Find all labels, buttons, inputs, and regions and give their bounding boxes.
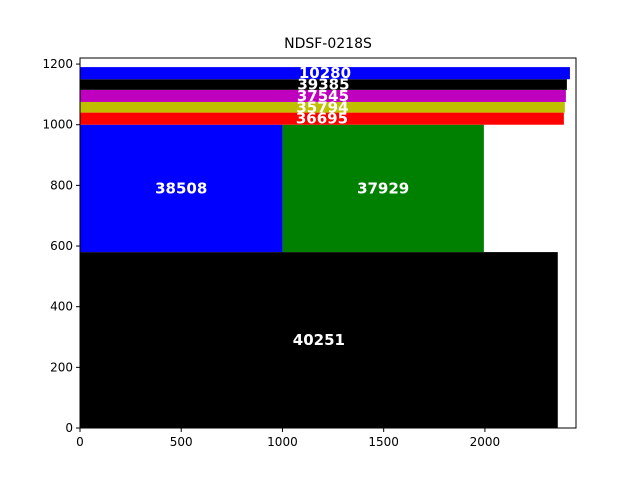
- rect-10280: [80, 67, 570, 80]
- rect-35794: [80, 101, 565, 113]
- data-label-40251: 40251: [293, 331, 345, 349]
- data-label-36695: 36695: [296, 110, 348, 128]
- data-label-35794: 35794: [296, 98, 348, 116]
- rect-39385: [80, 79, 567, 90]
- y-tick-label: 1000: [42, 118, 73, 132]
- x-tick-label: 0: [76, 435, 84, 449]
- rect-38508: [80, 124, 283, 253]
- rect-37545: [80, 89, 566, 102]
- y-tick-label: 1200: [42, 57, 73, 71]
- x-tick-label: 2000: [470, 435, 501, 449]
- data-label-39385: 39385: [297, 76, 349, 94]
- data-label-38508: 38508: [155, 179, 207, 197]
- rect-37929: [282, 124, 484, 253]
- y-tick-label: 400: [50, 300, 73, 314]
- chart-title: NDSF-0218S: [284, 36, 372, 52]
- data-label-37545: 37545: [297, 87, 349, 105]
- data-label-10280: 10280: [299, 64, 351, 82]
- x-axis: 0 500 1000 1500 2000: [76, 428, 500, 449]
- y-tick-label: 600: [50, 239, 73, 253]
- y-axis: 0 200 400 600 800 1000 1200: [42, 57, 80, 435]
- y-tick-label: 0: [65, 421, 73, 435]
- y-tick-label: 800: [50, 178, 73, 192]
- y-tick-label: 200: [50, 360, 73, 374]
- plot-frame: [79, 57, 577, 429]
- x-tick-label: 1500: [368, 435, 399, 449]
- rect-36695: [80, 112, 564, 125]
- data-label-37929: 37929: [357, 179, 409, 197]
- x-tick-label: 1000: [267, 435, 298, 449]
- rectangles-layer: [80, 67, 570, 428]
- rect-40251: [80, 252, 558, 428]
- x-tick-label: 500: [170, 435, 193, 449]
